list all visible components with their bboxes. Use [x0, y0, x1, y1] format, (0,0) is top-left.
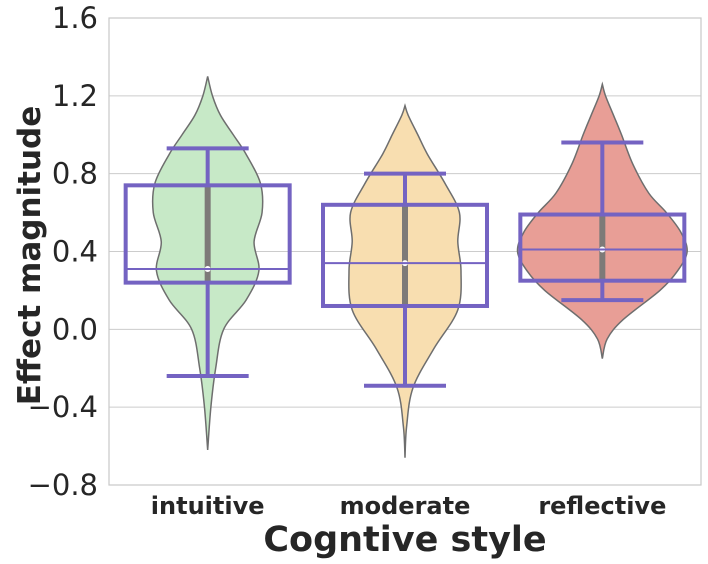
box-moderate [321, 202, 489, 308]
y-tick-label: −0.4 [28, 390, 98, 424]
box-reflective [518, 212, 687, 283]
box-layer [123, 140, 687, 388]
y-tick-label: 1.2 [52, 79, 98, 113]
x-tick-label: reflective [538, 492, 666, 520]
y-tick-label: 0.8 [52, 157, 98, 191]
x-axis-label: Cogntive style [263, 520, 546, 560]
x-tick-label: moderate [340, 492, 471, 520]
violin-layer [151, 76, 688, 458]
y-tick-labels: −0.8 −0.4 0.0 0.4 0.8 1.2 1.6 [28, 1, 98, 502]
y-axis-label: Effect magnitude [12, 106, 48, 406]
box-intuitive [123, 183, 292, 285]
y-tick-label: 1.6 [52, 1, 98, 35]
y-tick-label: 0.4 [52, 235, 98, 269]
y-tick-label: 0.0 [52, 312, 98, 346]
y-tick-label: −0.8 [28, 468, 98, 502]
plot-frame [108, 17, 702, 486]
x-tick-labels: intuitive moderate reflective [151, 492, 667, 520]
x-tick-label: intuitive [151, 492, 265, 520]
